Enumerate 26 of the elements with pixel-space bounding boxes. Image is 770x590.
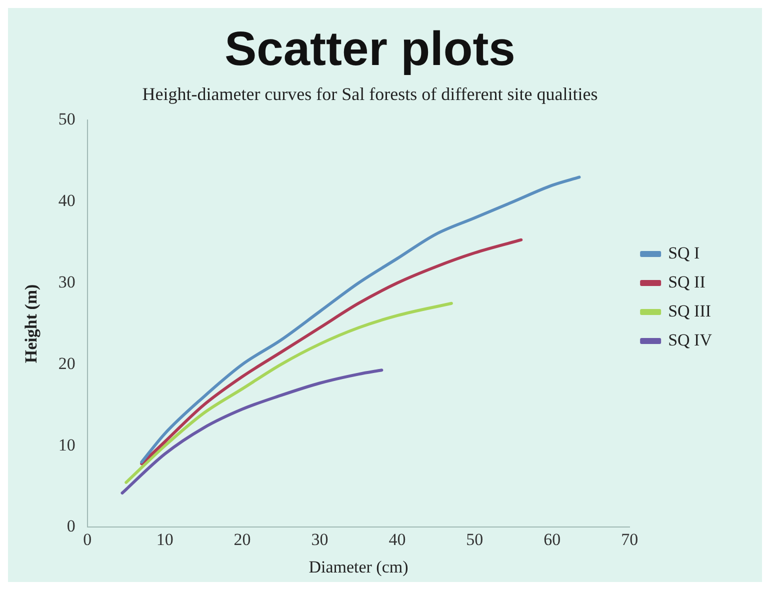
line-series (124, 302, 453, 484)
y-tick-label: 10 (58, 435, 76, 454)
line-series (140, 176, 581, 464)
y-axis-title: Height (m) (22, 284, 41, 364)
line-series (140, 238, 523, 466)
line-series (120, 368, 384, 495)
legend-label: SQ I (668, 243, 700, 262)
y-tick-label: 20 (58, 354, 76, 373)
x-tick-label: 70 (621, 530, 638, 549)
chart-title: Scatter plots (224, 23, 516, 76)
y-tick-label: 40 (58, 191, 76, 210)
y-tick-label: 30 (58, 272, 76, 292)
x-axis-title: Diameter (cm) (308, 557, 408, 576)
x-tick-label: 0 (83, 530, 92, 549)
legend-label: SQ IV (668, 330, 713, 350)
x-tick-label: 20 (234, 530, 251, 549)
legend-label: SQ III (668, 301, 712, 320)
x-tick-label: 60 (544, 530, 561, 549)
legend-label: SQ II (668, 272, 706, 292)
x-tick-label: 10 (156, 530, 174, 549)
x-tick-label: 30 (311, 530, 328, 549)
x-tick-label: 40 (388, 530, 406, 549)
chart-subtitle: Height-diameter curves for Sal forests of different site qualities (142, 84, 598, 104)
y-tick-label: 0 (66, 516, 76, 536)
y-tick-label: 50 (58, 110, 76, 129)
x-tick-label: 50 (466, 530, 484, 549)
